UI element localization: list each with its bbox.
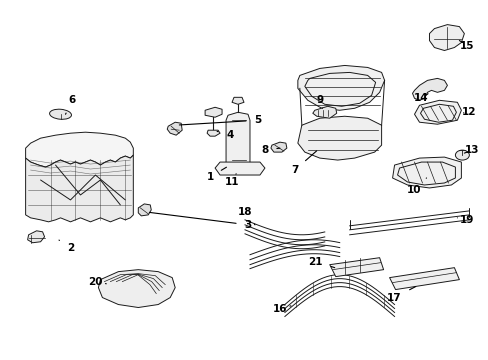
Text: 1: 1 [206,167,226,182]
Polygon shape [207,130,220,136]
Ellipse shape [454,150,468,160]
Text: 12: 12 [461,107,476,117]
Polygon shape [392,157,461,188]
Polygon shape [138,204,151,216]
Text: 17: 17 [386,287,415,302]
Polygon shape [329,258,383,276]
Polygon shape [312,106,336,118]
Polygon shape [428,24,464,50]
Polygon shape [270,142,286,152]
Polygon shape [232,97,244,104]
Text: 10: 10 [407,178,426,195]
Text: 2: 2 [59,240,74,253]
Polygon shape [27,231,44,243]
Polygon shape [204,107,222,117]
Polygon shape [412,78,447,100]
Polygon shape [297,116,381,160]
Text: 16: 16 [272,305,290,315]
Text: 13: 13 [464,145,479,155]
Text: 20: 20 [88,276,106,287]
Text: 4: 4 [217,130,233,140]
Text: 9: 9 [316,95,323,108]
Polygon shape [98,270,175,307]
Text: 7: 7 [290,151,316,175]
Polygon shape [414,100,461,124]
Polygon shape [167,122,182,135]
Text: 21: 21 [308,257,334,268]
Text: 6: 6 [65,95,76,114]
Text: 14: 14 [413,93,428,103]
Text: 3: 3 [149,212,251,230]
Text: 15: 15 [458,41,474,50]
Text: 19: 19 [456,215,473,225]
Polygon shape [25,155,133,222]
Text: 11: 11 [224,174,239,187]
Polygon shape [297,66,384,110]
Polygon shape [25,132,133,167]
Text: 18: 18 [237,207,254,225]
Polygon shape [389,268,458,289]
Polygon shape [215,162,264,175]
Polygon shape [225,112,249,170]
Text: 8: 8 [261,145,279,155]
Ellipse shape [49,109,71,119]
Text: 5: 5 [179,115,261,125]
